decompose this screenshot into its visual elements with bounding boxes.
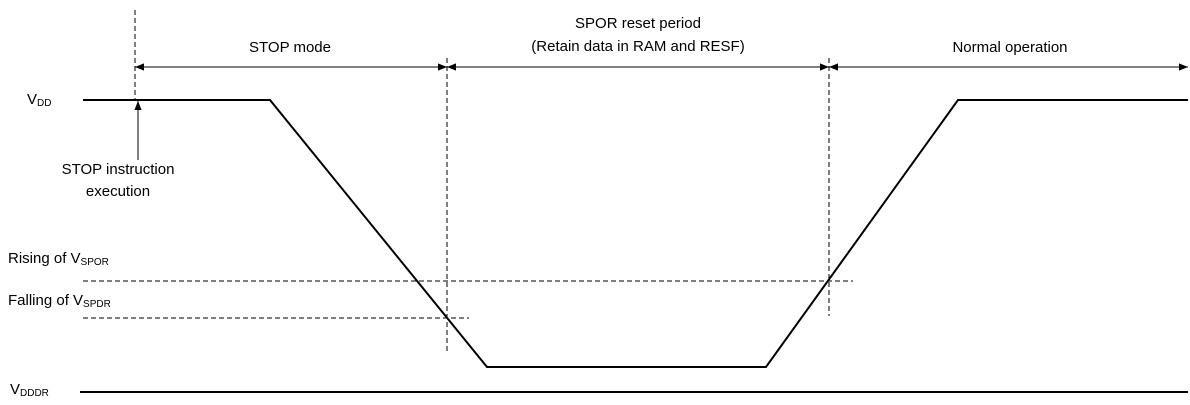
guides [83,10,853,352]
period-label: Normal operation [952,39,1067,56]
vdd-waveform [83,99,1188,368]
period-arrows [134,63,1188,160]
label-main: V [27,91,37,108]
label-sub: DD [37,98,51,109]
label-sub: DDDR [20,388,49,399]
level-label: Rising of VSPOR [8,250,109,268]
period-label: (Retain data in RAM and RESF) [531,38,744,55]
level-label: Falling of VSPDR [8,292,111,310]
label-sub: SPDR [83,299,111,310]
level-label: VDDDR [10,381,49,399]
label-main: Rising of V [8,250,81,267]
event-label: STOP instruction [62,161,175,178]
label-sub: SPOR [81,257,109,268]
label-main: V [10,381,20,398]
period-label: SPOR reset period [575,15,701,32]
period-label: STOP mode [249,39,331,56]
event-label: execution [86,183,150,200]
level-label: VDD [27,91,51,109]
label-main: Falling of V [8,292,83,309]
